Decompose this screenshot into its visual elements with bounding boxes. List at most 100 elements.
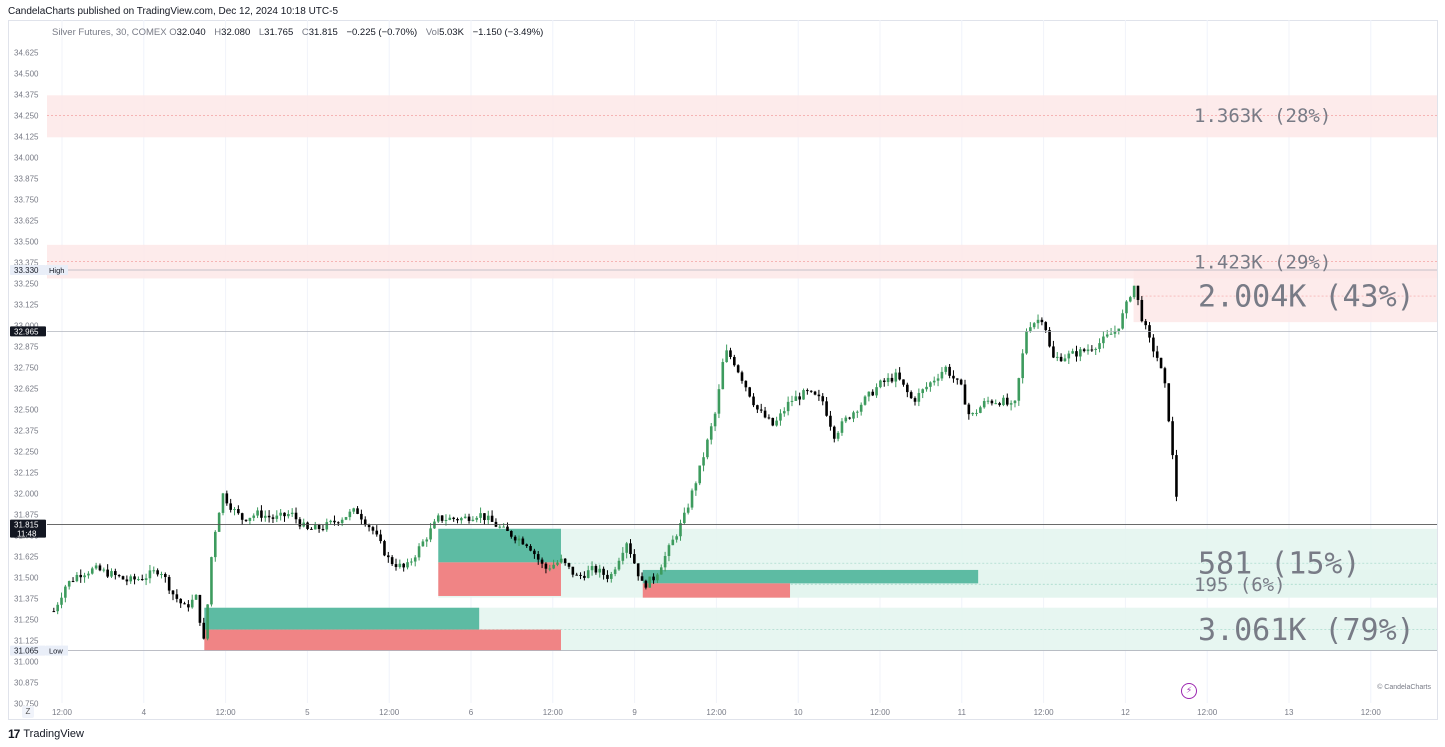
candle-body: [675, 536, 678, 540]
candle-body: [902, 379, 905, 385]
y-tick-label: 31.375: [14, 594, 39, 603]
volume-bar-up: [438, 528, 561, 563]
candle-body: [709, 426, 713, 440]
candle-body: [667, 545, 671, 557]
candle-body: [160, 574, 163, 576]
y-tick-label: 33.500: [14, 237, 39, 246]
candle-body: [748, 387, 751, 397]
y-tick-label: 31.625: [14, 552, 39, 561]
candle-body: [967, 404, 971, 415]
x-tick-label: 13: [1285, 708, 1294, 717]
x-tick-label: 12:00: [543, 708, 564, 717]
candle-body: [298, 519, 302, 527]
candle-body: [83, 575, 86, 578]
candle-body: [894, 372, 898, 382]
candle-body: [233, 509, 236, 511]
candle-body: [756, 405, 759, 410]
y-tick-label: 30.750: [14, 700, 39, 709]
candle-body: [575, 574, 578, 576]
candle-body: [740, 372, 744, 381]
candle-body: [636, 563, 640, 577]
y-tick-label: 32.500: [14, 405, 39, 414]
candle-body: [686, 507, 690, 513]
candle-body: [817, 394, 821, 397]
candle-body: [194, 594, 198, 600]
y-tick-label: 34.500: [14, 69, 39, 78]
candle-body: [67, 581, 71, 587]
candle-body: [156, 570, 159, 575]
candle-body: [417, 546, 421, 558]
legend-symbol: Silver Futures, 30, COMEX: [52, 27, 167, 38]
candle-body: [106, 569, 109, 577]
candle-body: [533, 550, 536, 555]
candle-body: [948, 366, 951, 376]
candle-body: [625, 543, 628, 553]
candle-body: [736, 365, 740, 373]
candle-body: [540, 559, 544, 564]
y-tick-label: 32.000: [14, 489, 39, 498]
candle-body: [552, 564, 555, 569]
candle-body: [1117, 328, 1121, 332]
candle-body: [510, 530, 513, 537]
candle-body: [313, 524, 317, 530]
volume-profile-zones: [47, 95, 1437, 651]
candle-body: [152, 570, 156, 572]
candle-body: [1171, 421, 1174, 456]
candle-body: [790, 400, 794, 402]
candle-body: [94, 565, 98, 569]
candle-body: [544, 563, 548, 569]
profile-zone: [47, 95, 1437, 138]
candle-body: [744, 380, 748, 388]
candle-body: [175, 594, 179, 599]
candle-body: [1036, 319, 1040, 324]
timezone-z-button[interactable]: Z: [22, 706, 34, 718]
candle-body: [410, 561, 413, 563]
candle-body: [594, 566, 598, 573]
tradingview-brand: TradingView: [23, 728, 84, 740]
y-tick-label: 33.750: [14, 195, 39, 204]
candle-body: [690, 490, 694, 508]
candle-body: [310, 528, 313, 530]
candle-body: [813, 391, 817, 395]
candle-body: [217, 512, 221, 532]
candle-body: [406, 562, 409, 568]
candle-body: [940, 371, 944, 379]
candle-body: [890, 377, 894, 382]
zone-volume-label: 1.423K (29%): [1194, 251, 1331, 273]
y-tick-label: 34.125: [14, 132, 39, 141]
x-tick-label: 12:00: [706, 708, 727, 717]
candle-body: [1079, 349, 1082, 357]
x-tick-label: 12: [1121, 708, 1130, 717]
candle-body: [679, 523, 682, 537]
candle-body: [979, 407, 982, 413]
candle-body: [921, 389, 924, 394]
candle-body: [1109, 333, 1113, 335]
candle-body: [909, 392, 913, 399]
candle-body: [52, 611, 56, 613]
candle-body: [306, 522, 309, 529]
candle-body: [1052, 346, 1055, 358]
x-tick-label: 11: [958, 708, 967, 717]
zone-labels: 1.363K (28%) 1.423K (29%) 2.004K (43%) 581 …: [1194, 105, 1415, 648]
price-label-box: [10, 265, 46, 276]
y-tick-label: 31.875: [14, 510, 39, 519]
ohlc-legend: Silver Futures, 30, COMEX O32.040 H32.08…: [52, 27, 549, 38]
candle-body: [536, 554, 540, 560]
candle-body: [263, 515, 267, 518]
candle-body: [840, 421, 844, 433]
tradingview-logo[interactable]: 17 TradingView: [8, 727, 84, 741]
candle-body: [1002, 397, 1005, 406]
volume-bar-down: [642, 583, 791, 598]
y-tick-label: 31.000: [14, 657, 39, 666]
lightning-icon[interactable]: ⚡: [1181, 683, 1197, 699]
candle-body: [952, 375, 955, 379]
candle-body: [1029, 327, 1032, 332]
candle-body: [809, 390, 813, 392]
candle-body: [87, 573, 90, 576]
candle-body: [1017, 378, 1021, 401]
candle-body: [925, 386, 928, 390]
candle-body: [567, 563, 571, 567]
candle-body: [644, 580, 648, 588]
candle-body: [1155, 351, 1159, 358]
